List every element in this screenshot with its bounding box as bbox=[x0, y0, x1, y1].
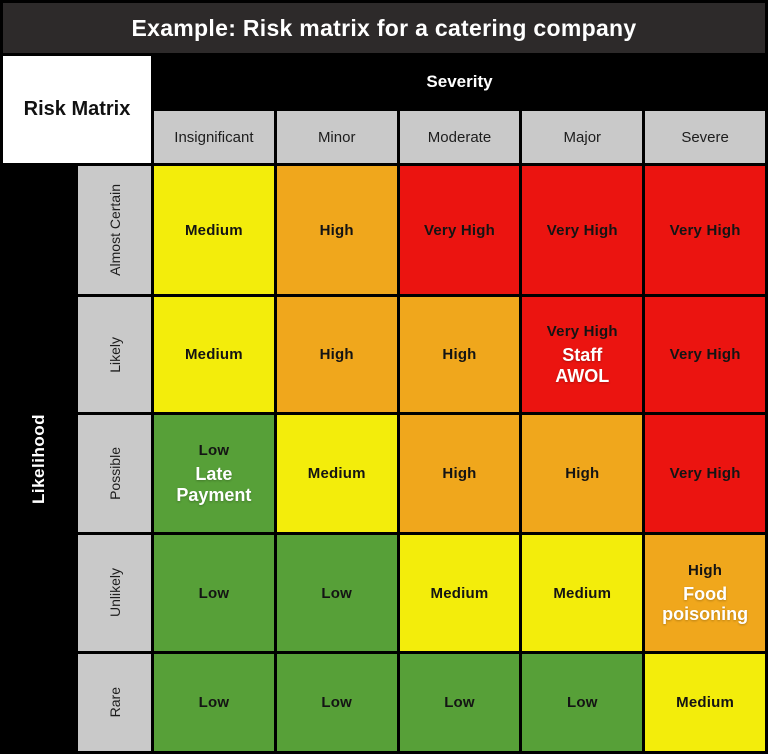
risk-level-label: Medium bbox=[184, 346, 243, 363]
risk-level-label: Medium bbox=[676, 694, 735, 711]
row-header-possible: Possible bbox=[78, 415, 151, 532]
risk-cell-likely-major-staff-awol: Very High Staff AWOL bbox=[522, 297, 643, 412]
risk-level-label: High bbox=[442, 465, 477, 482]
row-header-almost-certain: Almost Certain bbox=[78, 166, 151, 294]
risk-cell-rare-major: Low bbox=[522, 654, 643, 751]
risk-cell-rare-severe: Medium bbox=[645, 654, 765, 751]
risk-level-label: Medium bbox=[430, 584, 489, 602]
risk-cell-unlikely-insignificant: Low bbox=[154, 535, 274, 651]
severity-axis-label: Severity bbox=[426, 72, 493, 91]
risk-cell-rare-moderate: Low bbox=[399, 654, 520, 751]
risk-level-label: Low bbox=[198, 584, 230, 602]
risk-level-label: Very High bbox=[423, 221, 495, 239]
risk-cell-unlikely-minor: Low bbox=[276, 535, 397, 651]
risk-cell-rare-minor: Low bbox=[276, 654, 397, 751]
col-header-minor: Minor bbox=[276, 111, 397, 163]
risk-level-label: Low bbox=[321, 694, 352, 711]
risk-cell-almost-certain-minor: High bbox=[276, 166, 397, 294]
risk-cell-almost-certain-moderate: Very High bbox=[399, 166, 520, 294]
risk-level-label: Very High bbox=[669, 465, 741, 482]
col-header-insignificant: Insignificant bbox=[154, 111, 274, 163]
risk-cell-unlikely-severe-food-poisoning: High Food poisoning bbox=[645, 535, 765, 651]
risk-level-label: Very High bbox=[669, 221, 741, 239]
risk-level-label: Low bbox=[566, 694, 598, 711]
risk-cell-possible-moderate: High bbox=[399, 415, 520, 532]
figure-title-bar: Example: Risk matrix for a catering comp… bbox=[3, 3, 765, 53]
risk-matrix-grid: Risk Matrix Severity Insignificant Minor… bbox=[3, 56, 765, 751]
risk-cell-likely-insignificant: Medium bbox=[154, 297, 274, 412]
risk-level-label: Low bbox=[198, 442, 230, 460]
col-header-severe: Severe bbox=[645, 111, 765, 163]
risk-cell-possible-severe: Very High bbox=[645, 415, 765, 532]
severity-axis-title: Severity bbox=[154, 56, 765, 108]
row-header-rare: Rare bbox=[78, 654, 151, 751]
risk-level-label: Very High bbox=[546, 323, 618, 341]
risk-level-label: High bbox=[688, 561, 723, 579]
risk-level-label: Medium bbox=[553, 584, 612, 602]
risk-cell-possible-insignificant-late-payment: Low Late Payment bbox=[154, 415, 274, 532]
likelihood-axis-title: Likelihood bbox=[3, 166, 75, 751]
risk-cell-possible-minor: Medium bbox=[276, 415, 397, 532]
risk-level-label: High bbox=[565, 465, 600, 482]
col-header-moderate: Moderate bbox=[399, 111, 520, 163]
risk-level-label: Low bbox=[198, 694, 230, 711]
risk-level-label: High bbox=[319, 221, 354, 239]
risk-cell-unlikely-moderate: Medium bbox=[399, 535, 520, 651]
corner-cell-risk-matrix: Risk Matrix bbox=[3, 56, 151, 163]
risk-cell-almost-certain-severe: Very High bbox=[645, 166, 765, 294]
risk-level-label: High bbox=[442, 346, 477, 363]
risk-cell-likely-moderate: High bbox=[399, 297, 520, 412]
risk-cell-likely-severe: Very High bbox=[645, 297, 765, 412]
risk-cell-likely-minor: High bbox=[276, 297, 397, 412]
row-header-unlikely: Unlikely bbox=[78, 535, 151, 651]
figure-title: Example: Risk matrix for a catering comp… bbox=[131, 14, 637, 41]
risk-level-label: Low bbox=[321, 584, 352, 602]
risk-level-label: Very High bbox=[669, 346, 741, 363]
risk-level-label: Medium bbox=[184, 221, 243, 239]
risk-cell-almost-certain-major: Very High bbox=[522, 166, 643, 294]
risk-event-label: Staff AWOL bbox=[555, 345, 610, 386]
risk-level-label: High bbox=[319, 346, 354, 363]
risk-cell-possible-major: High bbox=[522, 415, 643, 532]
likelihood-axis-label: Likelihood bbox=[29, 413, 48, 504]
risk-cell-rare-insignificant: Low bbox=[154, 654, 274, 751]
risk-cell-almost-certain-insignificant: Medium bbox=[154, 166, 274, 294]
col-header-major: Major bbox=[522, 111, 643, 163]
risk-event-label: Late Payment bbox=[176, 464, 252, 505]
risk-level-label: Low bbox=[444, 694, 475, 711]
risk-cell-unlikely-major: Medium bbox=[522, 535, 643, 651]
risk-level-label: Medium bbox=[307, 465, 366, 482]
risk-level-label: Very High bbox=[546, 221, 618, 239]
risk-event-label: Food poisoning bbox=[662, 583, 749, 624]
row-header-likely: Likely bbox=[78, 297, 151, 412]
